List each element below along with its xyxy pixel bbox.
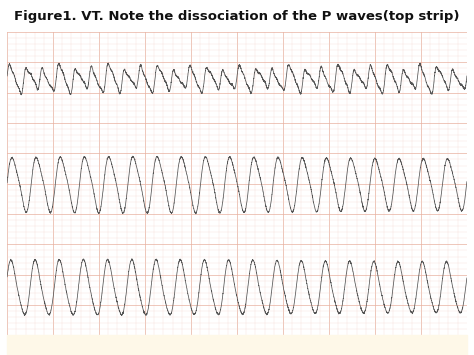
Text: Figure1. VT. Note the dissociation of the P waves(top strip): Figure1. VT. Note the dissociation of th…: [14, 10, 460, 23]
Text: GE Medical Systems: GE Medical Systems: [199, 342, 275, 351]
Text: Premium®: Premium®: [26, 342, 67, 351]
Bar: [7, 335, 467, 355]
